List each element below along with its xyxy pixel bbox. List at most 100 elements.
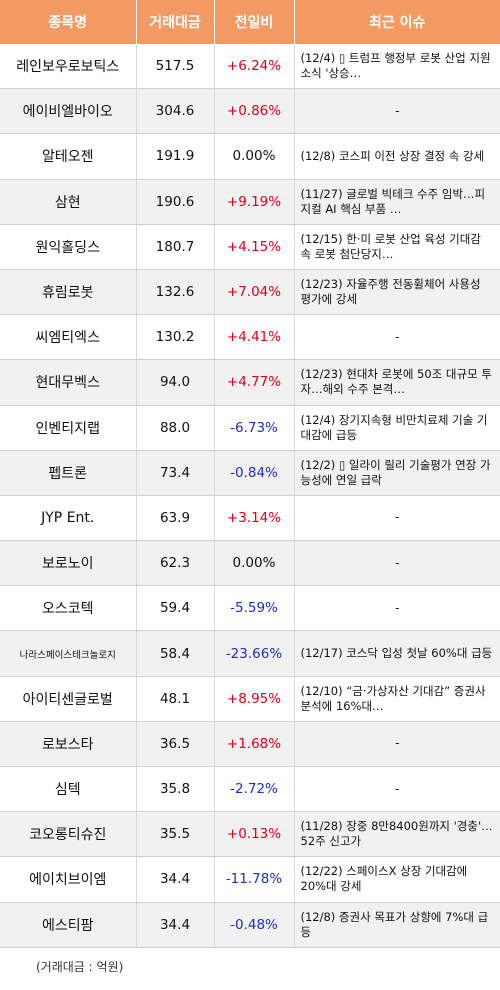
recent-issue-cell: (12/15) 한·미 로봇 산업 육성 기대감 속 로봇 첨단당지… — [294, 224, 500, 270]
table-row: 레인보우로보틱스 517.5 +6.24% (12/4) ▯ 트럼프 행정부 로봇 산… — [0, 44, 500, 90]
table-row: 코오롱티슈진 35.5 +0.13% (11/28) 장중 8만8400원까지 '경충… — [0, 811, 500, 858]
stock-table: 종목명 거래대금 전일비 최근 이슈 레인보우로보틱스 517.5 +6.24% (1… — [0, 0, 500, 948]
stock-name: 심텍 — [0, 766, 137, 813]
price-change: -11.78% — [214, 856, 295, 903]
recent-issue: (11/28) 장중 8만8400원까지 '경충'…52주 신고가 — [300, 819, 493, 849]
recent-issue: (12/15) 한·미 로봇 산업 육성 기대감 속 로봇 첨단당지… — [300, 231, 481, 261]
table-row: 오스코텍 59.4 -5.59% - — [0, 585, 500, 632]
trading-volume: 88.0 — [136, 405, 215, 451]
price-change: -23.66% — [214, 630, 295, 677]
recent-issue: (12/4) ▯ 트럼프 행정부 로봇 산업 지원 소식 '상승… — [300, 51, 491, 81]
stock-name: 아이티센글로벌 — [0, 676, 137, 722]
recent-issue-cell: - — [294, 540, 500, 587]
recent-issue: (12/10) “금·가상자산 기대감” 증권사 분석에 16%대… — [300, 683, 486, 713]
trading-volume: 34.4 — [136, 902, 215, 948]
recent-issue-cell: (12/4) 장기지속형 비만치료제 기술 기대감에 급등 — [294, 405, 500, 451]
trading-volume: 517.5 — [136, 44, 215, 90]
recent-issue-cell: (12/17) 코스닥 입성 첫날 60%대 급등 — [294, 630, 500, 677]
table-row: 알테오젠 191.9 0.00% (12/8) 코스피 이전 상장 결정 속 강세 — [0, 133, 500, 180]
header-name: 종목명 — [0, 0, 137, 44]
table-row: 아이티센글로벌 48.1 +8.95% (12/10) “금·가상자산 기대감” 증권… — [0, 676, 500, 722]
recent-issue: - — [395, 103, 400, 118]
recent-issue-cell: (12/2) ▯ 일라이 릴리 기술평가 연장 가능성에 연일 급락 — [294, 450, 500, 496]
trading-volume: 132.6 — [136, 269, 215, 316]
price-change: -0.48% — [214, 902, 295, 948]
price-change: +3.14% — [214, 495, 295, 542]
recent-issue-cell: - — [294, 585, 500, 632]
recent-issue-cell: (12/4) ▯ 트럼프 행정부 로봇 산업 지원 소식 '상승… — [294, 44, 500, 90]
stock-name: 에스티팜 — [0, 902, 137, 948]
trading-volume: 130.2 — [136, 314, 215, 361]
price-change: +0.86% — [214, 88, 295, 135]
stock-name: 로보스타 — [0, 721, 137, 768]
recent-issue: (12/23) 현대차 로봇에 50조 대규모 투자…해외 수주 본격… — [300, 367, 492, 397]
footnote: (거래대금 : 억원) — [36, 959, 124, 974]
stock-name: 나라스페이스테크놀로지 — [0, 630, 137, 677]
table-row: 원익홀딩스 180.7 +4.15% (12/15) 한·미 로봇 산업 육성 기대감… — [0, 224, 500, 270]
recent-issue-cell: (12/23) 자율주행 전동휠체어 사용성 평가에 강세 — [294, 269, 500, 316]
recent-issue: (11/27) 글로벌 빅테크 수주 임박…피지컬 AI 핵심 부품 … — [300, 186, 486, 216]
price-change: +1.68% — [214, 721, 295, 768]
price-change: +6.24% — [214, 44, 295, 90]
price-change: -2.72% — [214, 766, 295, 813]
table-row: 에스티팜 34.4 -0.48% (12/8) 증권사 목표가 상향에 7%대 급등 — [0, 902, 500, 948]
table-row: 보로노이 62.3 0.00% - — [0, 540, 500, 587]
trading-volume: 63.9 — [136, 495, 215, 542]
recent-issue-cell: (12/10) “금·가상자산 기대감” 증권사 분석에 16%대… — [294, 676, 500, 722]
recent-issue: - — [395, 781, 400, 796]
trading-volume: 191.9 — [136, 133, 215, 180]
recent-issue-cell: - — [294, 766, 500, 813]
price-change: +8.95% — [214, 676, 295, 722]
price-change: +4.41% — [214, 314, 295, 361]
stock-name: 보로노이 — [0, 540, 137, 587]
price-change: -0.84% — [214, 450, 295, 496]
trading-volume: 36.5 — [136, 721, 215, 768]
table-row: 로보스타 36.5 +1.68% - — [0, 721, 500, 768]
stock-name: JYP Ent. — [0, 495, 137, 542]
stock-name: 인벤티지랩 — [0, 405, 137, 451]
recent-issue-cell: (12/22) 스페이스X 상장 기대감에 20%대 강세 — [294, 856, 500, 903]
stock-name: 알테오젠 — [0, 133, 137, 180]
recent-issue-cell: - — [294, 721, 500, 768]
recent-issue-cell: - — [294, 88, 500, 135]
table-row: 심텍 35.8 -2.72% - — [0, 766, 500, 813]
price-change: +9.19% — [214, 179, 295, 225]
table-header-row: 종목명 거래대금 전일비 최근 이슈 — [0, 0, 500, 44]
stock-name: 에이치브이엠 — [0, 856, 137, 903]
stock-name: 에이비엘바이오 — [0, 88, 137, 135]
recent-issue: (12/23) 자율주행 전동휠체어 사용성 평가에 강세 — [300, 277, 481, 307]
recent-issue: (12/4) 장기지속형 비만치료제 기술 기대감에 급등 — [300, 412, 488, 442]
trading-volume: 62.3 — [136, 540, 215, 587]
recent-issue: (12/2) ▯ 일라이 릴리 기술평가 연장 가능성에 연일 급락 — [300, 457, 491, 487]
recent-issue-cell: (11/28) 장중 8만8400원까지 '경충'…52주 신고가 — [294, 811, 500, 858]
stock-name: 레인보우로보틱스 — [0, 44, 137, 90]
recent-issue-cell: (12/8) 코스피 이전 상장 결정 속 강세 — [294, 133, 500, 180]
trading-volume: 35.8 — [136, 766, 215, 813]
recent-issue: (12/8) 증권사 목표가 상향에 7%대 급등 — [300, 909, 489, 939]
table-row: JYP Ent. 63.9 +3.14% - — [0, 495, 500, 542]
header-issue: 최근 이슈 — [294, 0, 500, 44]
recent-issue: (12/8) 코스피 이전 상장 결정 속 강세 — [300, 148, 485, 163]
table-row: 삼현 190.6 +9.19% (11/27) 글로벌 빅테크 수주 임박…피지컬 A… — [0, 179, 500, 225]
stock-name: 오스코텍 — [0, 585, 137, 632]
table-row: 현대무벡스 94.0 +4.77% (12/23) 현대차 로봇에 50조 대규모 투… — [0, 359, 500, 406]
stock-name: 코오롱티슈진 — [0, 811, 137, 858]
recent-issue: - — [395, 510, 400, 525]
stock-name: 펩트론 — [0, 450, 137, 496]
recent-issue: - — [395, 600, 400, 615]
trading-volume: 35.5 — [136, 811, 215, 858]
table-row: 씨엠티엑스 130.2 +4.41% - — [0, 314, 500, 361]
trading-volume: 59.4 — [136, 585, 215, 632]
stock-name: 원익홀딩스 — [0, 224, 137, 270]
stock-name: 씨엠티엑스 — [0, 314, 137, 361]
trading-volume: 304.6 — [136, 88, 215, 135]
price-change: +4.15% — [214, 224, 295, 270]
recent-issue: (12/17) 코스닥 입성 첫날 60%대 급등 — [300, 646, 493, 661]
table-row: 인벤티지랩 88.0 -6.73% (12/4) 장기지속형 비만치료제 기술 기대감… — [0, 405, 500, 451]
recent-issue: - — [395, 736, 400, 751]
price-change: +4.77% — [214, 359, 295, 406]
trading-volume: 34.4 — [136, 856, 215, 903]
trading-volume: 73.4 — [136, 450, 215, 496]
table-row: 에이치브이엠 34.4 -11.78% (12/22) 스페이스X 상장 기대감에 2… — [0, 856, 500, 903]
recent-issue-cell: - — [294, 314, 500, 361]
